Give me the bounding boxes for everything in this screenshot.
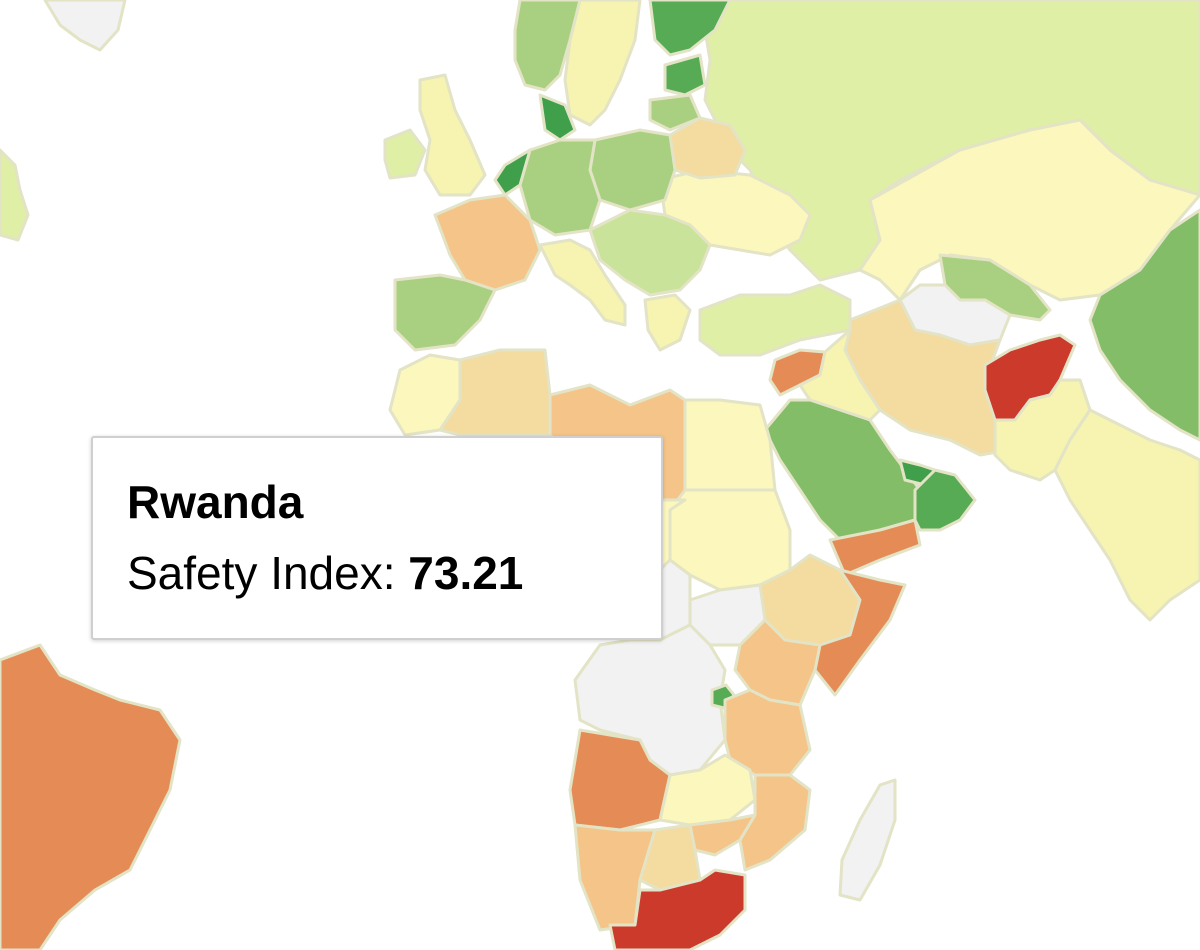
country-china[interactable]: China bbox=[1088, 208, 1200, 442]
tooltip-country-name: Rwanda bbox=[127, 476, 304, 528]
country-south-africa[interactable]: South Africa bbox=[608, 868, 747, 950]
country-norway[interactable]: Norway bbox=[513, 0, 582, 92]
country-poland[interactable]: Poland bbox=[588, 128, 677, 212]
country-oman[interactable]: Oman bbox=[913, 468, 977, 532]
country-madagascar[interactable]: Madagascar bbox=[838, 778, 897, 902]
tooltip-metric: Safety Index: 73.21 bbox=[127, 542, 661, 604]
country-somalia[interactable]: Somalia bbox=[813, 568, 907, 697]
country-tooltip: Rwanda Safety Index: 73.21 bbox=[91, 436, 663, 640]
country-greece[interactable]: Greece bbox=[643, 293, 692, 352]
country-iceland-fragment[interactable]: Ireland bbox=[0, 148, 30, 242]
country-dr-congo[interactable]: DR Congo bbox=[573, 623, 727, 777]
country-spain[interactable]: Spain bbox=[393, 273, 497, 352]
country-brazil[interactable]: Brazil bbox=[0, 643, 182, 950]
country-benelux[interactable]: UAE bbox=[493, 148, 532, 197]
country-balkans[interactable]: Balkans bbox=[588, 208, 712, 297]
country-tanzania[interactable]: Tanzania bbox=[723, 688, 812, 777]
country-united-kingdom[interactable]: United Kingdom bbox=[418, 73, 487, 197]
country-baltics[interactable]: Finland bbox=[663, 53, 707, 97]
country-india[interactable]: India bbox=[1053, 408, 1200, 622]
country-sweden[interactable]: Sweden bbox=[563, 0, 642, 127]
tooltip-metric-label: Safety Index: bbox=[127, 547, 409, 599]
country-greenland[interactable]: Greenland bbox=[43, 0, 127, 52]
country-germany[interactable]: Germany bbox=[518, 138, 602, 237]
tooltip-metric-value: 73.21 bbox=[408, 547, 524, 599]
country-egypt[interactable]: Egypt bbox=[683, 398, 777, 492]
country-denmark[interactable]: UAE bbox=[538, 93, 577, 142]
country-turkey[interactable]: Turkey bbox=[698, 283, 852, 357]
country-latvia[interactable]: Norway bbox=[648, 93, 702, 132]
country-france[interactable]: France bbox=[433, 193, 542, 292]
country-finland[interactable]: Finland bbox=[648, 0, 732, 57]
country-italy[interactable]: Italy bbox=[538, 238, 627, 327]
country-kenya[interactable]: Kenya bbox=[733, 618, 822, 707]
country-belarus[interactable]: Belarus bbox=[668, 116, 747, 180]
country-ireland[interactable]: Ireland bbox=[383, 128, 427, 180]
